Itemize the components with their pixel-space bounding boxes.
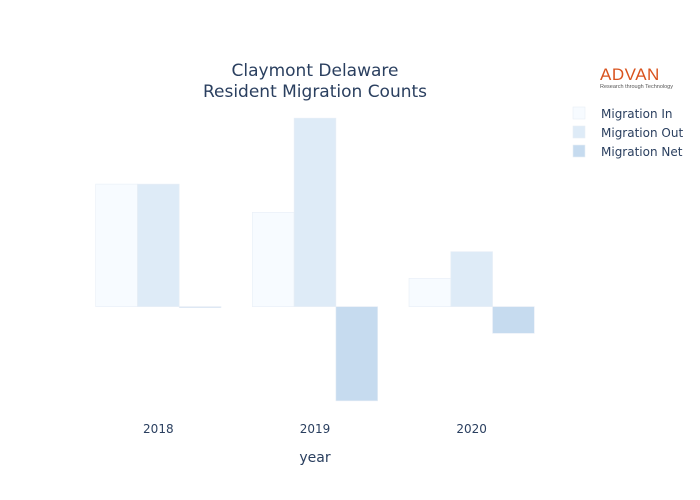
bar-migration-in-2018 <box>95 183 138 307</box>
bar-migration-net-2019 <box>335 306 378 402</box>
x-axis-title: year <box>299 450 330 466</box>
legend-label: Migration Out <box>601 126 683 140</box>
bar-migration-out-2020 <box>450 251 493 307</box>
bar-migration-net-2018 <box>178 306 222 308</box>
advan-logo: ADVAN Research through Technology <box>600 66 675 96</box>
legend-item[interactable]: Migration Out <box>572 125 683 140</box>
logo-tagline: Research through Technology <box>600 84 673 90</box>
x-tick-labels: 2018 2019 2020 <box>143 422 487 436</box>
chart-title: Claymont Delaware Resident Migration Cou… <box>203 61 427 102</box>
legend-item[interactable]: Migration In <box>572 106 673 121</box>
x-tick-label: 2019 <box>300 422 331 436</box>
bar-migration-in-2019 <box>252 212 295 307</box>
legend-swatch <box>572 144 586 158</box>
bar-migration-in-2020 <box>408 278 452 307</box>
chart-title-line-2: Resident Migration Counts <box>203 82 427 102</box>
legend-swatch <box>572 106 586 120</box>
legend: Migration In Migration Out Migration Net <box>572 106 683 159</box>
chart-title-line-1: Claymont Delaware <box>232 61 399 81</box>
bar-migration-net-2020 <box>492 306 535 334</box>
logo-wordmark: ADVAN <box>600 65 660 84</box>
x-tick-label: 2020 <box>456 422 487 436</box>
bars-layer <box>95 117 535 402</box>
legend-label: Migration In <box>601 107 673 121</box>
x-tick-label: 2018 <box>143 422 174 436</box>
legend-label: Migration Net <box>601 145 683 159</box>
legend-swatch <box>572 125 586 139</box>
legend-item[interactable]: Migration Net <box>572 144 683 159</box>
bar-migration-out-2019 <box>293 117 337 307</box>
bar-migration-out-2018 <box>137 183 180 307</box>
